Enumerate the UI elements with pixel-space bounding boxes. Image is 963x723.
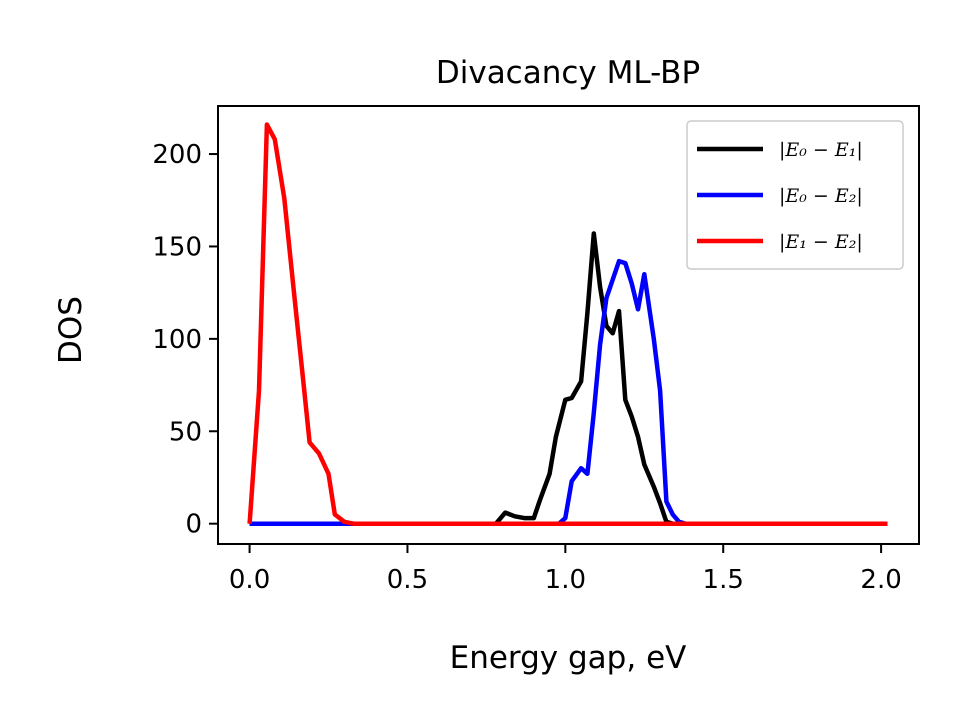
y-tick-label: 50 <box>169 417 202 447</box>
y-axis-ticks: 0 50 100 150 200 <box>152 140 218 540</box>
legend-box <box>686 120 904 270</box>
series-line-1 <box>249 231 888 526</box>
y-tick-label: 150 <box>152 232 202 262</box>
y-tick-label: 200 <box>152 140 202 170</box>
x-tick-label: 0.0 <box>229 565 270 595</box>
y-axis-label: DOS <box>53 296 89 364</box>
chart-title: Divacancy ML-BP <box>436 55 700 91</box>
x-axis-ticks: 0.0 0.5 1.0 1.5 2.0 <box>229 544 902 595</box>
series-layer <box>247 122 888 526</box>
plot-frame <box>217 105 920 545</box>
legend: |E₀ − E₁| |E₀ − E₂| |E₁ − E₂| <box>686 120 904 270</box>
x-axis-label: Energy gap, eV <box>450 640 687 676</box>
series-line-2 <box>249 258 888 526</box>
legend-label-2: |E₀ − E₂| <box>779 185 863 207</box>
legend-label-3: |E₁ − E₂| <box>779 231 863 253</box>
y-tick-label: 0 <box>185 510 202 540</box>
series-line-3 <box>247 122 888 526</box>
x-tick-label: 1.5 <box>703 565 744 595</box>
x-tick-label: 1.0 <box>545 565 586 595</box>
x-tick-label: 2.0 <box>860 565 901 595</box>
y-tick-label: 100 <box>152 325 202 355</box>
legend-label-1: |E₀ − E₁| <box>779 139 863 161</box>
x-tick-label: 0.5 <box>387 565 428 595</box>
